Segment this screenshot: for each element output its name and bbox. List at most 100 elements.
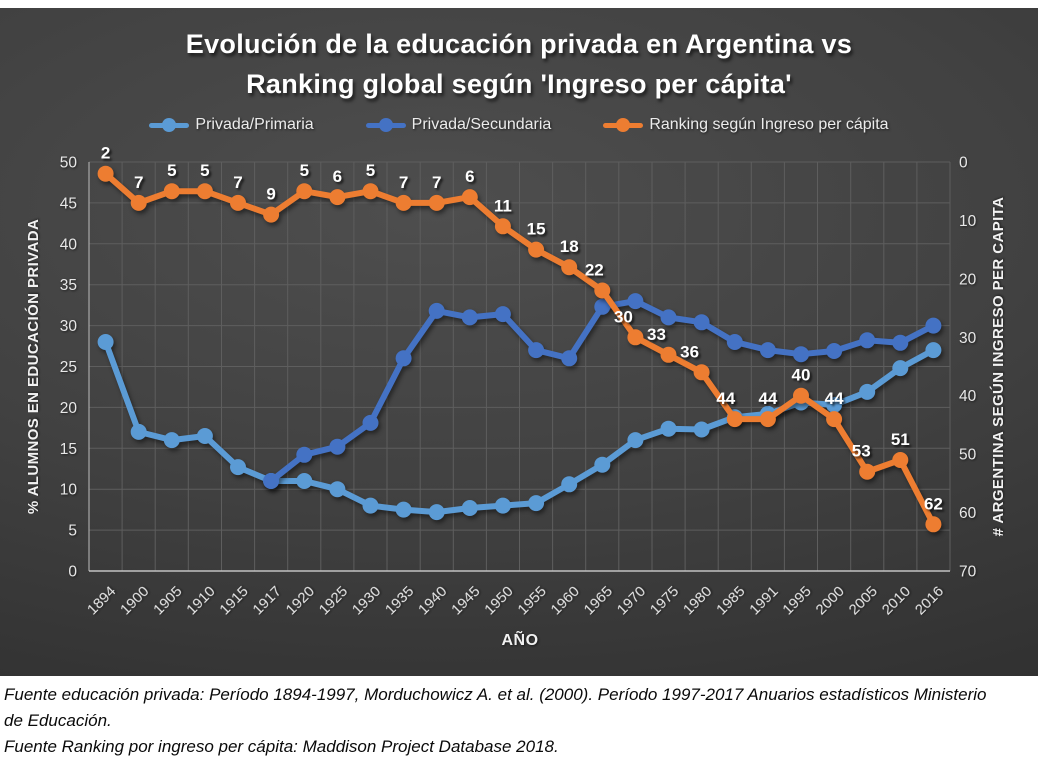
data-point	[130, 423, 147, 440]
data-point	[395, 350, 412, 367]
data-label: 15	[527, 220, 546, 239]
x-tick-label: 1920	[283, 583, 319, 619]
data-label: 44	[825, 389, 844, 408]
data-label: 53	[852, 442, 871, 461]
data-point	[561, 259, 578, 276]
right-tick-label: 30	[959, 330, 977, 347]
data-point	[561, 476, 578, 493]
right-tick-label: 0	[959, 155, 968, 172]
data-point	[528, 342, 545, 359]
data-point	[97, 165, 114, 182]
data-point	[594, 282, 611, 299]
data-point	[528, 495, 545, 512]
line-marker-icon	[603, 117, 644, 133]
x-tick-label: 2005	[845, 583, 881, 619]
data-point	[660, 346, 677, 363]
chart-title-line1: Evolución de la educación privada en Arg…	[185, 29, 853, 59]
data-point	[196, 428, 213, 444]
data-point	[428, 302, 445, 319]
data-label: 22	[585, 261, 604, 280]
legend-item-primaria: Privada/Primaria	[149, 116, 314, 134]
data-point	[461, 500, 478, 516]
data-label: 9	[266, 185, 275, 204]
data-label: 44	[758, 389, 777, 408]
data-label: 5	[300, 161, 309, 180]
x-tick-label: 1915	[216, 583, 252, 619]
data-point	[130, 194, 147, 211]
x-tick-label: 2010	[879, 583, 915, 619]
data-point	[594, 456, 611, 473]
right-tick-label: 50	[959, 447, 977, 464]
right-tick-label: 20	[959, 271, 977, 288]
data-point	[461, 309, 478, 326]
data-label: 5	[200, 161, 209, 180]
data-point	[528, 241, 545, 258]
data-point	[892, 360, 909, 377]
x-tick-label: 1980	[680, 583, 716, 619]
legend-label: Ranking según Ingreso per cápita	[649, 116, 889, 133]
x-tick-label: 1965	[581, 583, 617, 619]
left-tick-label: 35	[60, 277, 77, 294]
data-point	[230, 194, 246, 211]
x-tick-label: 1995	[779, 583, 815, 619]
data-point	[395, 501, 412, 518]
data-label: 62	[924, 494, 943, 513]
x-tick-label: 1917	[249, 583, 285, 619]
data-point	[362, 183, 379, 200]
data-label: 11	[494, 196, 512, 215]
data-point	[693, 364, 710, 381]
data-point	[759, 411, 776, 428]
source-note-line2: de Educación.	[4, 711, 112, 730]
x-tick-label: 1960	[547, 583, 583, 619]
data-point	[892, 452, 909, 468]
chart-title-line2: Ranking global según 'Ingreso per cápita…	[246, 69, 792, 99]
data-label: 6	[465, 167, 474, 186]
data-point	[826, 396, 843, 413]
data-point	[660, 420, 677, 437]
data-point	[428, 194, 445, 211]
data-point	[627, 432, 644, 449]
legend-label: Privada/Secundaria	[411, 116, 552, 133]
data-point	[826, 411, 843, 428]
data-label: 7	[134, 173, 143, 192]
data-point	[726, 411, 743, 428]
left-tick-label: 15	[60, 441, 77, 458]
x-tick-label: 1955	[514, 583, 550, 619]
data-point	[362, 497, 379, 514]
left-tick-label: 45	[60, 195, 77, 212]
x-tick-label: 1945	[448, 583, 484, 619]
left-tick-label: 30	[60, 318, 78, 335]
data-point	[362, 414, 379, 431]
x-tick-label: 1975	[647, 583, 683, 619]
x-tick-label: 1935	[382, 583, 418, 619]
left-tick-label: 10	[60, 482, 78, 499]
data-label: 51	[891, 430, 910, 449]
data-point	[826, 343, 843, 359]
data-label: 44	[716, 389, 735, 408]
right-tick-label: 60	[959, 505, 977, 522]
data-point	[329, 481, 346, 498]
left-axis-title: % ALUMNOS EN EDUCACIÓN PRIVADA	[24, 219, 42, 514]
data-point	[263, 473, 280, 489]
data-point	[925, 317, 942, 334]
data-point	[660, 309, 677, 326]
x-tick-label: 1910	[183, 583, 219, 619]
data-point	[329, 438, 346, 455]
left-tick-label: 5	[68, 523, 77, 540]
data-point	[892, 334, 909, 351]
source-note: Fuente educación privada: Período 1894-1…	[4, 682, 1034, 760]
data-point	[759, 342, 776, 359]
right-tick-label: 10	[959, 213, 977, 230]
x-tick-label: 2000	[812, 583, 848, 619]
data-point	[693, 421, 710, 438]
data-point	[494, 497, 511, 514]
data-point	[97, 334, 114, 350]
chart-title: Evolución de la educación privada en Arg…	[0, 24, 1038, 104]
data-label: 33	[647, 325, 666, 344]
chart-panel: Evolución de la educación privada en Arg…	[0, 8, 1038, 676]
data-point	[793, 387, 809, 404]
data-point	[494, 218, 511, 235]
data-label: 7	[432, 173, 441, 192]
